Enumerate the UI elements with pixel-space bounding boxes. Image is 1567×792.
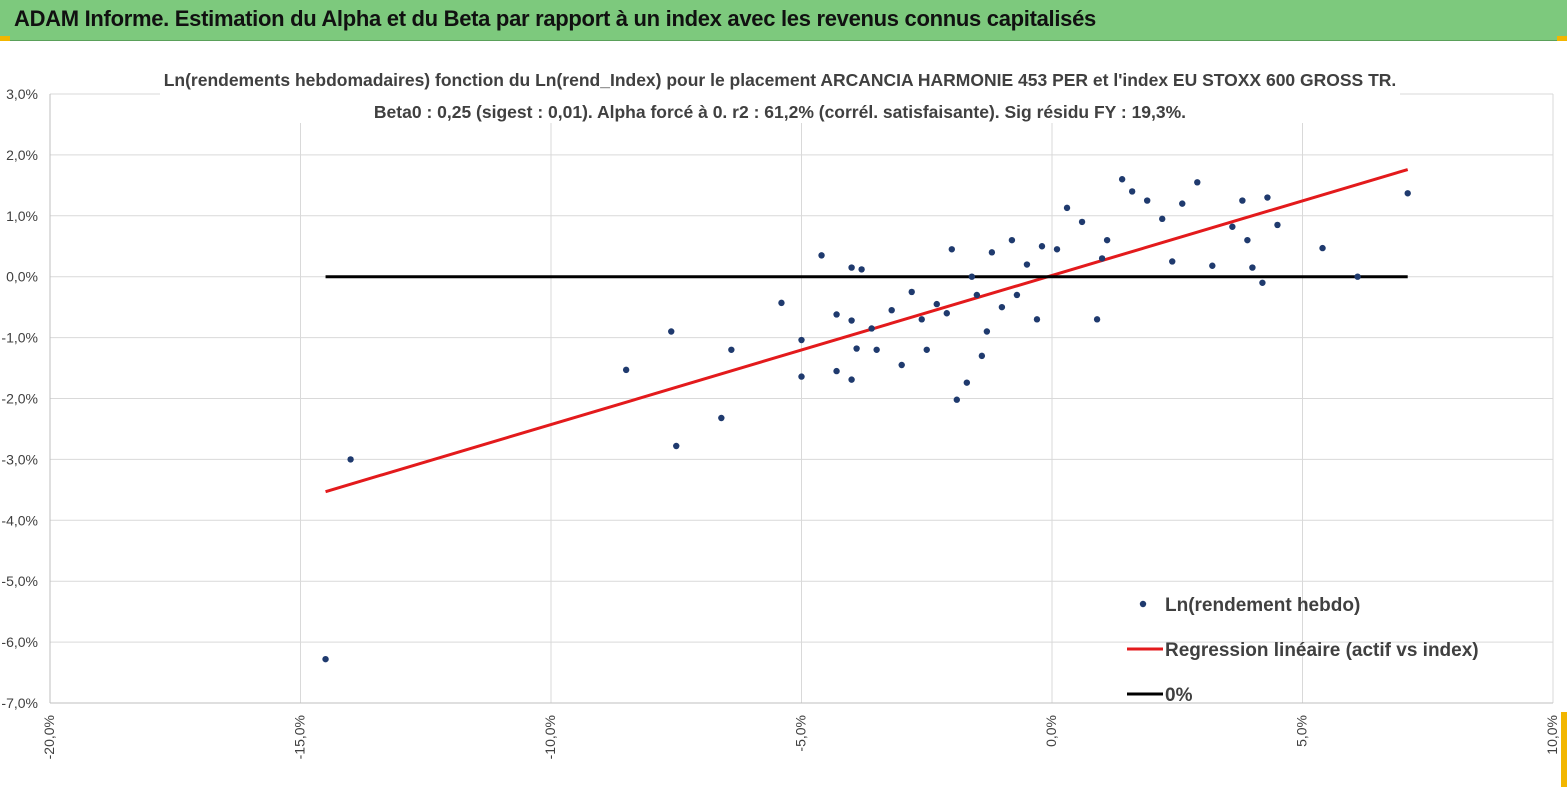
- scatter-point: [1008, 236, 1016, 244]
- scatter-point: [622, 366, 630, 374]
- scatter-point: [998, 303, 1006, 311]
- corner-marker-bottom-right: [1561, 712, 1567, 787]
- regression-line: [325, 168, 1409, 494]
- scatter-point: [1053, 246, 1061, 253]
- x-tick-label: 0,0%: [1043, 715, 1059, 747]
- legend-label: Ln(rendement hebdo): [1165, 595, 1360, 616]
- scatter-point: [858, 266, 865, 273]
- scatter-point: [1023, 261, 1031, 268]
- corner-marker-top-right: [1557, 36, 1567, 41]
- scatter-chart: Ln(rendements hebdomadaires) fonction du…: [1, 63, 1560, 759]
- x-tick-label: -20,0%: [41, 715, 57, 759]
- scatter-point: [818, 252, 825, 259]
- y-tick-label: -7,0%: [1, 695, 38, 711]
- scatter-point: [978, 352, 986, 360]
- scatter-point: [1264, 194, 1271, 201]
- scatter-point: [1118, 176, 1126, 183]
- chart-area: Ln(rendements hebdomadaires) fonction du…: [0, 41, 1567, 787]
- scatter-point: [1169, 258, 1176, 265]
- scatter-point: [1249, 264, 1256, 271]
- legend-label: 0%: [1165, 685, 1193, 706]
- scatter-point: [668, 328, 675, 335]
- x-tick-label: -5,0%: [793, 715, 809, 752]
- legend: Ln(rendement hebdo) Regression linéaire (…: [1127, 595, 1479, 706]
- scatter-point: [1093, 316, 1101, 323]
- scatter-point: [347, 456, 354, 463]
- scatter-point: [1244, 236, 1251, 244]
- scatter-point: [1063, 204, 1071, 212]
- scatter-point: [853, 345, 860, 352]
- scatter-point: [888, 306, 895, 314]
- scatter-point: [798, 336, 805, 344]
- scatter-point: [1013, 291, 1021, 299]
- scatter-point: [1179, 200, 1186, 207]
- scatter-point: [322, 655, 329, 663]
- scatter-point: [848, 264, 855, 271]
- scatter-point: [933, 300, 940, 308]
- scatter-point: [1319, 244, 1326, 252]
- scatter-point: [873, 346, 880, 353]
- scatter-point: [1229, 223, 1236, 230]
- scatter-point: [983, 328, 991, 335]
- scatter-point: [1239, 197, 1246, 204]
- chart-title-line-2: Beta0 : 0,25 (sigest : 0,01). Alpha forc…: [374, 102, 1186, 122]
- scatter-point: [988, 249, 996, 256]
- page-title: ADAM Informe. Estimation du Alpha et du …: [14, 6, 1096, 31]
- scatter-point: [1033, 316, 1041, 323]
- scatter-point: [673, 442, 680, 450]
- scatter-point: [1143, 197, 1151, 204]
- scatter-point: [798, 373, 805, 380]
- y-tick-label: 2,0%: [6, 147, 38, 163]
- scatter-point: [1078, 218, 1086, 226]
- x-tick-label: 5,0%: [1294, 715, 1310, 747]
- scatter-point: [908, 288, 915, 296]
- x-tick-label: -10,0%: [542, 715, 558, 759]
- scatter-point: [1194, 179, 1201, 186]
- y-tick-label: 1,0%: [6, 208, 38, 224]
- y-tick-label: 3,0%: [6, 86, 38, 102]
- scatter-point: [848, 376, 855, 383]
- scatter-point: [923, 346, 930, 353]
- scatter-point: [953, 396, 961, 403]
- scatter-point: [868, 325, 875, 332]
- y-tick-label: -5,0%: [1, 573, 38, 589]
- scatter-point: [898, 361, 905, 369]
- scatter-point: [1159, 215, 1166, 223]
- y-tick-label: -1,0%: [1, 330, 38, 346]
- scatter-point: [1128, 188, 1136, 195]
- scatter-point: [1274, 221, 1281, 229]
- scatter-point: [963, 379, 971, 386]
- x-tick-label: -15,0%: [292, 715, 308, 759]
- scatter-point: [1209, 262, 1216, 269]
- scatter-point: [1103, 236, 1111, 244]
- y-tick-label: -6,0%: [1, 634, 38, 650]
- scatter-point: [833, 311, 840, 318]
- y-tick-label: -4,0%: [1, 512, 38, 528]
- scatter-point: [1354, 273, 1361, 280]
- scatter-point: [943, 310, 950, 317]
- scatter-point: [833, 367, 840, 375]
- scatter-point: [948, 246, 955, 253]
- x-tick-label: 10,0%: [1544, 715, 1560, 755]
- scatter-point: [778, 299, 785, 307]
- legend-label: Regression linéaire (actif vs index): [1165, 640, 1479, 661]
- scatter-point: [718, 414, 725, 422]
- scatter-point: [728, 346, 735, 353]
- chart-title-line-1: Ln(rendements hebdomadaires) fonction du…: [164, 70, 1397, 90]
- legend-marker-scatter: [1139, 600, 1147, 608]
- scatter-point: [848, 317, 855, 324]
- chart-title-background: [160, 63, 1400, 123]
- y-tick-label: -2,0%: [1, 391, 38, 407]
- y-tick-label: -3,0%: [1, 451, 38, 467]
- scatter-point: [968, 273, 976, 280]
- scatter-point: [918, 316, 925, 323]
- scatter-point: [1404, 190, 1411, 197]
- scatter-point: [1098, 255, 1106, 262]
- header-banner: ADAM Informe. Estimation du Alpha et du …: [0, 0, 1567, 41]
- y-tick-label: 0,0%: [6, 269, 38, 285]
- scatter-point: [1259, 279, 1266, 286]
- scatter-point: [973, 291, 981, 299]
- corner-marker-top-left: [0, 36, 10, 41]
- scatter-point: [1038, 243, 1046, 250]
